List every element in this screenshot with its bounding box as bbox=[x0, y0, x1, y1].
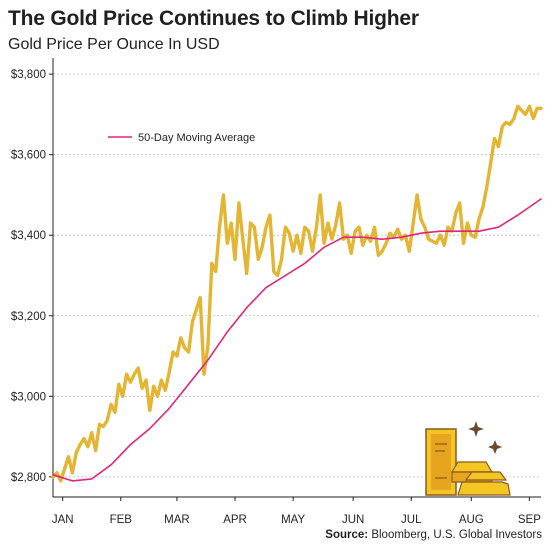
x-tick-label: JAN bbox=[52, 514, 74, 526]
axes bbox=[52, 58, 541, 498]
y-tick-label: $2,800 bbox=[11, 472, 46, 484]
x-tick-labels: JAN FEB MAR APR MAY JUN JUL AUG SEP bbox=[52, 497, 541, 526]
y-tick-labels: $2,800 $3,000 $3,200 $3,400 $3,600 $3,800 bbox=[11, 69, 53, 484]
legend: 50-Day Moving Average bbox=[108, 132, 255, 144]
x-tick-label: JUN bbox=[342, 514, 364, 526]
gold-bar-icon bbox=[450, 461, 494, 473]
sparkle-icon bbox=[488, 440, 502, 454]
y-tick-label: $3,400 bbox=[11, 230, 46, 242]
legend-label-moving-average: 50-Day Moving Average bbox=[138, 132, 255, 144]
x-tick-label: FEB bbox=[110, 514, 133, 526]
chart-subtitle: Gold Price Per Ounce In USD bbox=[8, 36, 220, 53]
sparkle-icon bbox=[468, 421, 484, 437]
moving-average-line bbox=[52, 198, 542, 482]
x-tick-label: MAR bbox=[164, 514, 190, 526]
gold-bar-icon bbox=[464, 471, 508, 481]
x-tick-label: APR bbox=[223, 514, 247, 526]
x-tick-label: AUG bbox=[459, 514, 484, 526]
series-lines bbox=[51, 104, 543, 483]
gold-bar-icon bbox=[457, 481, 511, 496]
gold-bar-face bbox=[431, 434, 451, 490]
chart-source: Source: Bloomberg, U.S. Global Investors bbox=[325, 529, 542, 541]
x-tick-label: SEP bbox=[518, 514, 541, 526]
gridlines bbox=[53, 73, 541, 478]
y-tick-label: $3,800 bbox=[11, 69, 46, 81]
y-tick-label: $3,200 bbox=[11, 311, 46, 323]
x-tick-label: MAY bbox=[281, 514, 305, 526]
y-tick-label: $3,600 bbox=[11, 150, 46, 162]
y-tick-label: $3,000 bbox=[11, 391, 46, 403]
x-tick-label: JUL bbox=[401, 514, 422, 526]
gold-bars-illustration bbox=[425, 421, 511, 496]
gold-price-line bbox=[51, 104, 543, 483]
chart-title: The Gold Price Continues to Climb Higher bbox=[8, 7, 419, 30]
